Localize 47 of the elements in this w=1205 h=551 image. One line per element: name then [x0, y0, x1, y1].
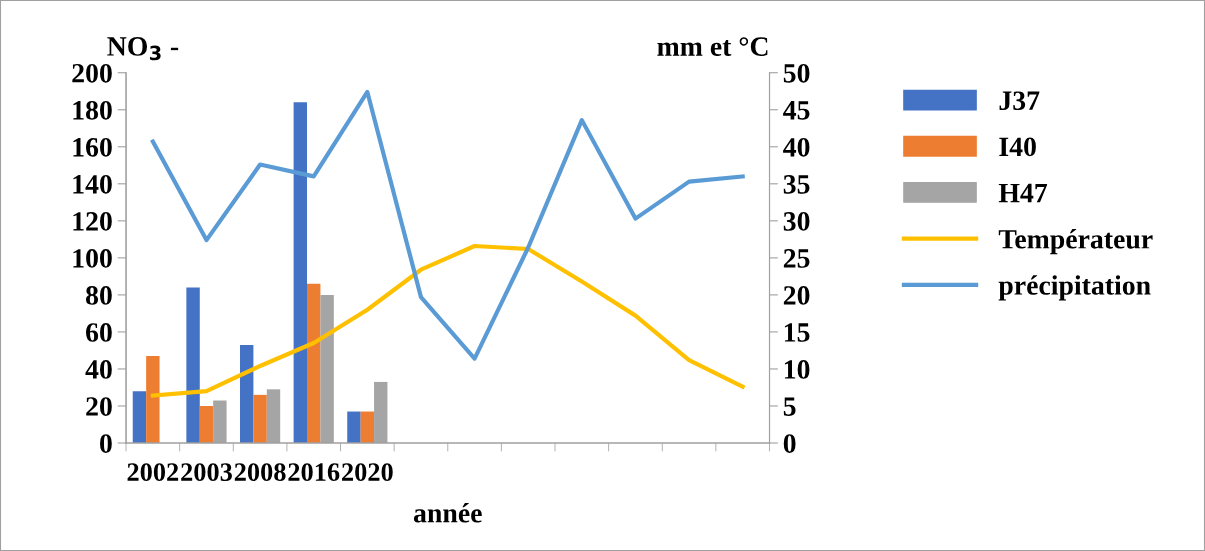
y2-tick-label: 20 [783, 286, 810, 305]
line-series [150, 243, 745, 398]
y-tick-label: 60 [86, 323, 112, 342]
y2-tick-label: 15 [784, 323, 810, 342]
y-tick-label: 80 [86, 286, 112, 305]
y-tick-label: 140 [73, 174, 112, 194]
x-tick-label: 2008 [234, 463, 286, 482]
legend-label: Températeur [998, 229, 1153, 255]
y2-tick-label: 35 [783, 175, 810, 194]
x-tick-label: 2020 [342, 463, 393, 482]
bar [239, 344, 254, 443]
y-tick-label: 0 [100, 434, 112, 453]
bar [293, 102, 308, 443]
y-tick-label: 100 [73, 249, 112, 268]
legend-label: I40 [999, 137, 1036, 157]
x-axis-title: année [413, 503, 482, 523]
legend-label: J37 [999, 91, 1040, 111]
bar [360, 411, 375, 443]
y-tick-label: 40 [85, 360, 112, 379]
y2-axis-title: mm et °C [657, 37, 768, 56]
bar [253, 394, 267, 443]
y-tick-label: 120 [73, 212, 112, 231]
y2-tick-label: 0 [783, 434, 796, 453]
bar [347, 411, 361, 443]
y-tick-label: 180 [73, 100, 112, 120]
y2-tick-label: 30 [783, 212, 810, 231]
y2-tick-label: 40 [783, 137, 810, 157]
bar [199, 405, 214, 443]
y2-tick-label: 10 [784, 360, 810, 379]
x-tick-label: 2003 [181, 463, 232, 482]
x-tick-label: 2002 [127, 463, 179, 482]
y2-tick-label: 5 [783, 397, 796, 416]
x-tick-label: 2016 [288, 463, 340, 482]
bar [186, 287, 200, 443]
legend-label: précipitation [998, 275, 1151, 301]
legend-label: H47 [998, 183, 1048, 203]
bar [146, 355, 160, 443]
y-axis-title: NO$_{3}$ - [107, 37, 179, 61]
y2-tick-label: 50 [783, 63, 810, 83]
bar [132, 391, 147, 443]
y-tick-label: 200 [72, 63, 112, 83]
y-tick-label: 160 [73, 137, 112, 157]
line-series [150, 89, 745, 361]
y-tick-label: 20 [86, 397, 112, 416]
bar [307, 283, 321, 443]
y2-tick-label: 45 [783, 101, 810, 120]
y2-tick-label: 25 [783, 249, 810, 268]
